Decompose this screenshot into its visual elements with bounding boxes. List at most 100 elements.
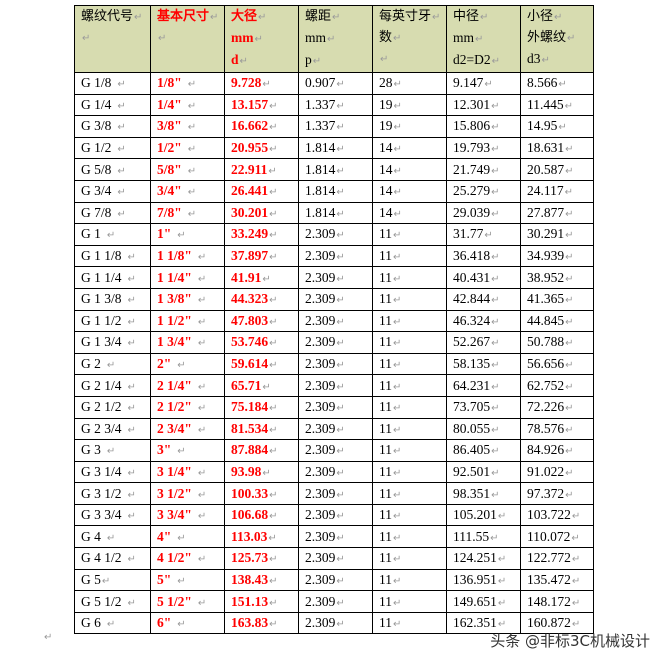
major-diameter-cell: 16.662 [224, 115, 299, 138]
column-header: 基本尺寸 [150, 5, 225, 73]
table-row: G 11"33.2492.3091131.7730.291 [74, 223, 594, 246]
thread-code-cell: G 4 1/2 [74, 547, 151, 570]
thread-code-cell: G 3 [74, 439, 151, 462]
table-header-row: 螺纹代号基本尺寸大径mmd螺距mmp每英寸牙数中径mmd2=D2小径外螺纹d3 [74, 5, 594, 73]
pitch-cell: 2.309 [298, 482, 373, 505]
major-diameter-cell: 113.03 [224, 525, 299, 549]
threads-per-inch-cell: 11 [372, 395, 447, 419]
nominal-size-cell: 1 1/2" [150, 309, 225, 333]
minor-diameter-cell: 38.952 [520, 266, 594, 289]
column-header: 小径外螺纹d3 [520, 5, 594, 73]
pitch-diameter-cell: 19.793 [446, 136, 521, 160]
column-header-line: d2=D2 [453, 50, 520, 72]
table-row: G 7/87/8"30.2011.8141429.03927.877 [74, 201, 594, 225]
table-row: G 1/81/8"9.7280.907289.1478.566 [74, 72, 594, 95]
threads-per-inch-cell: 11 [372, 439, 447, 462]
column-header-line: mm [305, 28, 372, 50]
thread-code-cell: G 4 [74, 525, 151, 549]
minor-diameter-cell: 41.365 [520, 287, 594, 311]
threads-per-inch-cell: 11 [372, 525, 447, 549]
table-row: G 4 1/24 1/2"125.732.30911124.251122.772 [74, 547, 594, 570]
pitch-cell: 1.814 [298, 201, 373, 225]
column-header-line: 螺距 [305, 7, 372, 28]
threads-per-inch-cell: 28 [372, 72, 447, 95]
pitch-diameter-cell: 42.844 [446, 287, 521, 311]
major-diameter-cell: 20.955 [224, 136, 299, 160]
column-header: 螺距mmp [298, 5, 373, 73]
thread-code-cell: G 2 3/4 [74, 417, 151, 441]
threads-per-inch-cell: 19 [372, 93, 447, 117]
table-row: G 1/21/2"20.9551.8141419.79318.631 [74, 136, 594, 160]
pitch-diameter-cell: 111.55 [446, 525, 521, 549]
paragraph-mark: ↵ [44, 632, 53, 643]
pitch-cell: 2.309 [298, 590, 373, 613]
pitch-diameter-cell: 98.351 [446, 482, 521, 505]
nominal-size-cell: 1/4" [150, 93, 225, 117]
thread-code-cell: G 2 [74, 352, 151, 376]
thread-code-cell: G 2 1/4 [74, 374, 151, 397]
threads-per-inch-cell: 11 [372, 417, 447, 441]
nominal-size-cell: 2" [150, 352, 225, 376]
threads-per-inch-cell: 11 [372, 374, 447, 397]
table-row: G 2 1/42 1/4"65.712.3091164.23162.752 [74, 374, 594, 397]
pitch-cell: 1.337 [298, 115, 373, 138]
major-diameter-cell: 100.33 [224, 482, 299, 505]
minor-diameter-cell: 148.172 [520, 590, 594, 613]
minor-diameter-cell: 24.117 [520, 179, 594, 203]
threads-per-inch-cell: 19 [372, 115, 447, 138]
threads-per-inch-cell: 11 [372, 460, 447, 484]
pitch-diameter-cell: 80.055 [446, 417, 521, 441]
pitch-diameter-cell: 36.418 [446, 244, 521, 268]
nominal-size-cell: 1 1/8" [150, 244, 225, 268]
table-row: G 3 1/43 1/4"93.982.3091192.50191.022 [74, 460, 594, 484]
thread-spec-table: 螺纹代号基本尺寸大径mmd螺距mmp每英寸牙数中径mmd2=D2小径外螺纹d3 … [74, 5, 594, 635]
table-row: G 44"113.032.30911111.55110.072 [74, 525, 594, 549]
major-diameter-cell: 106.68 [224, 503, 299, 527]
nominal-size-cell: 2 1/4" [150, 374, 225, 397]
minor-diameter-cell: 27.877 [520, 201, 594, 225]
minor-diameter-cell: 30.291 [520, 223, 594, 246]
major-diameter-cell: 26.441 [224, 179, 299, 203]
thread-code-cell: G 6 [74, 611, 151, 635]
thread-code-cell: G 1 1/8 [74, 244, 151, 268]
column-header-line: p [305, 50, 372, 72]
minor-diameter-cell: 14.95 [520, 115, 594, 138]
column-header-line: 数 [379, 28, 446, 49]
column-header-line: 螺纹代号 [81, 7, 150, 28]
threads-per-inch-cell: 14 [372, 201, 447, 225]
minor-diameter-cell: 160.872 [520, 611, 594, 635]
nominal-size-cell: 4" [150, 525, 225, 549]
thread-code-cell: G 2 1/2 [74, 395, 151, 419]
minor-diameter-cell: 110.072 [520, 525, 594, 549]
table-row: G 66"163.832.30911162.351160.872 [74, 611, 594, 635]
minor-diameter-cell: 135.472 [520, 568, 594, 592]
nominal-size-cell: 5" [150, 568, 225, 592]
pitch-cell: 1.814 [298, 179, 373, 203]
column-header-line: mm [453, 28, 520, 50]
nominal-size-cell: 1" [150, 223, 225, 246]
nominal-size-cell: 5/8" [150, 158, 225, 181]
pitch-diameter-cell: 9.147 [446, 72, 521, 95]
nominal-size-cell: 1 1/4" [150, 266, 225, 289]
major-diameter-cell: 75.184 [224, 395, 299, 419]
minor-diameter-cell: 11.445 [520, 93, 594, 117]
pitch-diameter-cell: 25.279 [446, 179, 521, 203]
nominal-size-cell: 3" [150, 439, 225, 462]
pitch-diameter-cell: 73.705 [446, 395, 521, 419]
pitch-cell: 2.309 [298, 611, 373, 635]
thread-code-cell: G 1 3/8 [74, 287, 151, 311]
thread-code-cell: G 3 3/4 [74, 503, 151, 527]
column-header-line: 大径 [231, 7, 298, 28]
major-diameter-cell: 22.911 [224, 158, 299, 181]
threads-per-inch-cell: 11 [372, 503, 447, 527]
thread-code-cell: G 3 1/4 [74, 460, 151, 484]
pitch-diameter-cell: 31.77 [446, 223, 521, 246]
pitch-diameter-cell: 105.201 [446, 503, 521, 527]
nominal-size-cell: 3 3/4" [150, 503, 225, 527]
pitch-diameter-cell: 58.135 [446, 352, 521, 376]
pitch-cell: 1.814 [298, 136, 373, 160]
threads-per-inch-cell: 11 [372, 244, 447, 268]
table-row: G 1 1/41 1/4"41.912.3091140.43138.952 [74, 266, 594, 289]
major-diameter-cell: 151.13 [224, 590, 299, 613]
threads-per-inch-cell: 11 [372, 266, 447, 289]
